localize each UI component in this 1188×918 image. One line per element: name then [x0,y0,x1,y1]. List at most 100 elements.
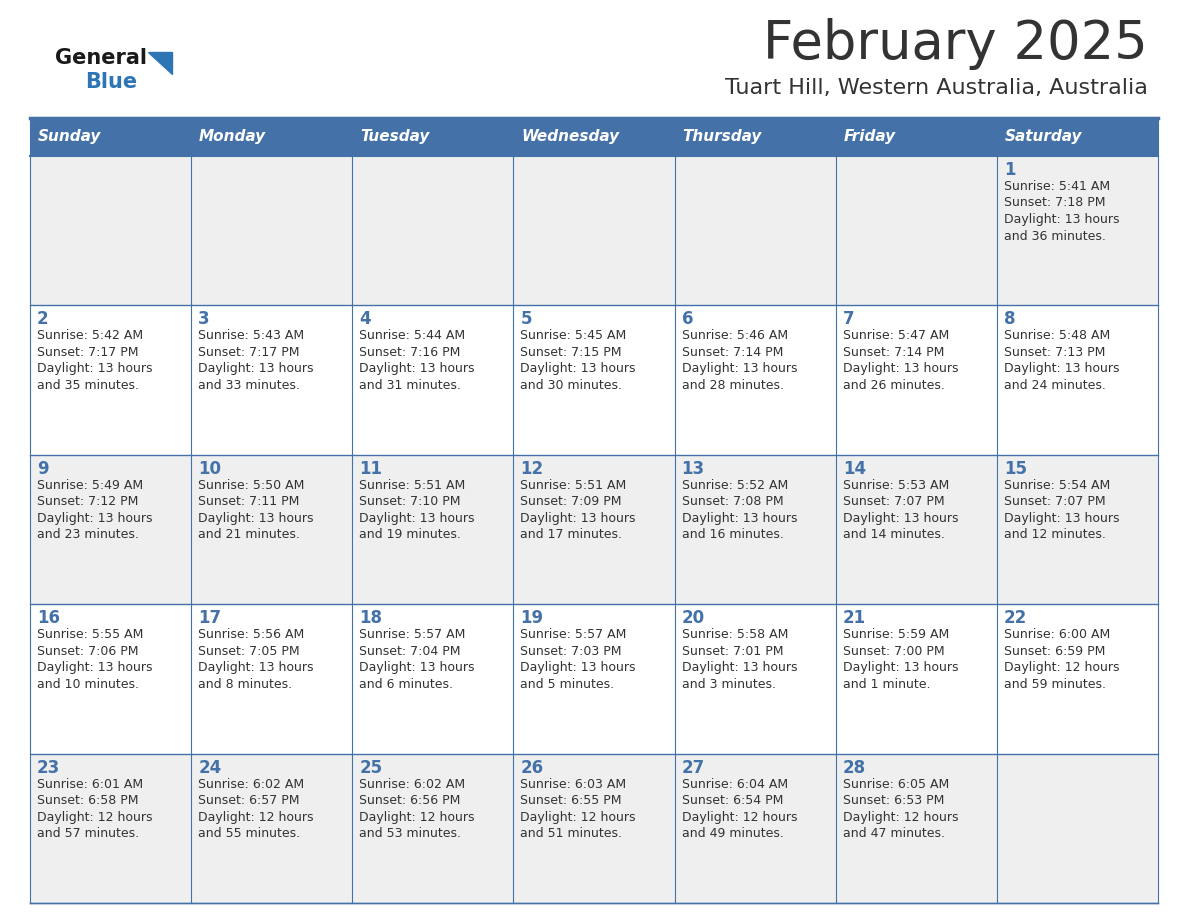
Text: 15: 15 [1004,460,1026,477]
Text: 11: 11 [359,460,383,477]
Text: Sunrise: 5:43 AM: Sunrise: 5:43 AM [198,330,304,342]
Text: Monday: Monday [200,129,266,144]
Text: Daylight: 13 hours: Daylight: 13 hours [37,363,152,375]
Text: 22: 22 [1004,610,1028,627]
Polygon shape [148,52,172,74]
Text: Sunset: 7:11 PM: Sunset: 7:11 PM [198,496,299,509]
Text: Daylight: 13 hours: Daylight: 13 hours [359,661,475,674]
Bar [30,454,191,604]
Text: and 49 minutes.: and 49 minutes. [682,827,783,840]
Text: Sunrise: 5:55 AM: Sunrise: 5:55 AM [37,628,144,641]
Text: Sunrise: 5:59 AM: Sunrise: 5:59 AM [842,628,949,641]
Text: Sunset: 7:14 PM: Sunset: 7:14 PM [842,346,944,359]
Text: Sunrise: 6:01 AM: Sunrise: 6:01 AM [37,778,143,790]
Bar [513,118,675,156]
Text: 2: 2 [37,310,49,329]
Bar [353,118,513,156]
Bar [835,754,997,903]
Text: Sunset: 7:05 PM: Sunset: 7:05 PM [198,644,299,657]
Text: Sunset: 7:17 PM: Sunset: 7:17 PM [37,346,139,359]
Text: 24: 24 [198,758,221,777]
Text: Sunset: 7:17 PM: Sunset: 7:17 PM [198,346,299,359]
Text: Daylight: 13 hours: Daylight: 13 hours [520,661,636,674]
Bar [997,604,1158,754]
Text: 5: 5 [520,310,532,329]
Text: 8: 8 [1004,310,1016,329]
Text: and 17 minutes.: and 17 minutes. [520,528,623,542]
Bar [997,454,1158,604]
Text: 14: 14 [842,460,866,477]
Text: Daylight: 13 hours: Daylight: 13 hours [37,512,152,525]
Text: 20: 20 [682,610,704,627]
Bar [353,454,513,604]
Text: Sunrise: 5:45 AM: Sunrise: 5:45 AM [520,330,627,342]
Text: Sunrise: 5:58 AM: Sunrise: 5:58 AM [682,628,788,641]
Text: Sunset: 7:16 PM: Sunset: 7:16 PM [359,346,461,359]
Bar [997,754,1158,903]
Bar [513,604,675,754]
Text: and 59 minutes.: and 59 minutes. [1004,677,1106,690]
Text: Daylight: 13 hours: Daylight: 13 hours [682,512,797,525]
Bar [675,118,835,156]
Text: and 30 minutes.: and 30 minutes. [520,379,623,392]
Text: 4: 4 [359,310,371,329]
Text: Sunset: 7:15 PM: Sunset: 7:15 PM [520,346,623,359]
Text: and 26 minutes.: and 26 minutes. [842,379,944,392]
Text: Daylight: 13 hours: Daylight: 13 hours [359,363,475,375]
Text: and 24 minutes.: and 24 minutes. [1004,379,1106,392]
Text: Sunrise: 6:02 AM: Sunrise: 6:02 AM [359,778,466,790]
Text: and 21 minutes.: and 21 minutes. [198,528,301,542]
Bar [191,306,353,454]
Bar [675,156,835,306]
Text: 7: 7 [842,310,854,329]
Text: 19: 19 [520,610,544,627]
Text: and 33 minutes.: and 33 minutes. [198,379,301,392]
Text: and 55 minutes.: and 55 minutes. [198,827,301,840]
Text: Sunset: 7:06 PM: Sunset: 7:06 PM [37,644,139,657]
Text: Daylight: 13 hours: Daylight: 13 hours [520,512,636,525]
Bar [997,306,1158,454]
Text: Sunset: 7:18 PM: Sunset: 7:18 PM [1004,196,1105,209]
Text: Sunset: 6:57 PM: Sunset: 6:57 PM [198,794,299,807]
Text: 27: 27 [682,758,704,777]
Text: Daylight: 13 hours: Daylight: 13 hours [37,661,152,674]
Bar [191,156,353,306]
Text: and 12 minutes.: and 12 minutes. [1004,528,1106,542]
Text: 26: 26 [520,758,544,777]
Text: Sunset: 7:13 PM: Sunset: 7:13 PM [1004,346,1105,359]
Text: 28: 28 [842,758,866,777]
Text: Daylight: 12 hours: Daylight: 12 hours [842,811,959,823]
Text: and 51 minutes.: and 51 minutes. [520,827,623,840]
Text: 23: 23 [37,758,61,777]
Text: Sunset: 7:01 PM: Sunset: 7:01 PM [682,644,783,657]
Text: 10: 10 [198,460,221,477]
Bar [835,118,997,156]
Text: Daylight: 13 hours: Daylight: 13 hours [842,512,959,525]
Text: Tuesday: Tuesday [360,129,430,144]
Bar [513,754,675,903]
Text: 9: 9 [37,460,49,477]
Text: Saturday: Saturday [1005,129,1082,144]
Text: Wednesday: Wednesday [522,129,620,144]
Text: Daylight: 12 hours: Daylight: 12 hours [682,811,797,823]
Text: and 6 minutes.: and 6 minutes. [359,677,454,690]
Text: 21: 21 [842,610,866,627]
Text: Sunset: 7:03 PM: Sunset: 7:03 PM [520,644,623,657]
Text: Daylight: 12 hours: Daylight: 12 hours [359,811,475,823]
Text: Sunrise: 5:47 AM: Sunrise: 5:47 AM [842,330,949,342]
Text: 17: 17 [198,610,221,627]
Text: Daylight: 12 hours: Daylight: 12 hours [198,811,314,823]
Text: Sunset: 7:07 PM: Sunset: 7:07 PM [1004,496,1106,509]
Bar [835,604,997,754]
Text: Sunrise: 5:57 AM: Sunrise: 5:57 AM [520,628,627,641]
Text: Sunrise: 5:51 AM: Sunrise: 5:51 AM [520,479,627,492]
Text: Sunrise: 6:03 AM: Sunrise: 6:03 AM [520,778,626,790]
Text: Thursday: Thursday [683,129,762,144]
Bar [30,118,191,156]
Text: Sunset: 6:55 PM: Sunset: 6:55 PM [520,794,623,807]
Text: Daylight: 13 hours: Daylight: 13 hours [682,363,797,375]
Text: Tuart Hill, Western Australia, Australia: Tuart Hill, Western Australia, Australia [725,78,1148,98]
Text: and 36 minutes.: and 36 minutes. [1004,230,1106,242]
Bar [353,156,513,306]
Text: Daylight: 12 hours: Daylight: 12 hours [1004,661,1119,674]
